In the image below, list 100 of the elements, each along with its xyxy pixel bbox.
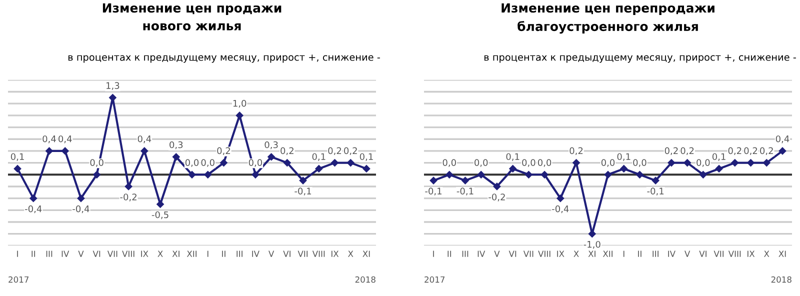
x-tick-label: VI <box>92 250 100 257</box>
x-tick-label: III <box>462 250 468 257</box>
x-tick-label: V <box>78 250 84 257</box>
data-label: 0,4 <box>138 135 152 144</box>
point <box>188 171 196 178</box>
point <box>109 94 116 102</box>
point <box>299 176 307 184</box>
x-tick-label: VIII <box>122 250 134 257</box>
point <box>204 171 212 178</box>
point <box>46 147 53 155</box>
x-tick-label: XII <box>602 250 612 257</box>
data-label: 1,0 <box>233 100 246 108</box>
point <box>604 171 612 178</box>
data-label: 0,2 <box>680 147 694 156</box>
point <box>140 147 148 155</box>
point <box>493 182 501 190</box>
data-label: 0,2 <box>280 147 294 156</box>
x-tick-label: VI <box>283 250 290 257</box>
point <box>525 171 532 178</box>
point <box>446 171 454 178</box>
x-tick-label: II <box>32 250 36 257</box>
x-tick-label: XI <box>588 250 596 257</box>
x-tick-label: IX <box>331 250 339 257</box>
x-tick-label: V <box>684 250 690 257</box>
chart-subtitle: в процентах к предыдущему месяцу, прирост +, снижение - <box>484 54 796 63</box>
data-label: 0,3 <box>170 141 183 150</box>
data-label: 0,1 <box>360 153 373 161</box>
data-label: 0,1 <box>506 153 520 161</box>
text: 2017 <box>8 276 28 283</box>
x-tick-label: III <box>46 250 52 257</box>
data-label: -0,1 <box>294 188 312 196</box>
data-label: 0,0 <box>633 159 646 167</box>
point <box>778 147 786 155</box>
x-tick-label: VII <box>107 250 118 257</box>
point <box>331 159 338 166</box>
data-label: -1,0 <box>584 240 600 249</box>
x-tick-label: XI <box>172 250 180 257</box>
x-tick-label: VIII <box>312 250 325 257</box>
data-label: 0,4 <box>58 135 72 144</box>
data-label: 0,0 <box>474 159 488 167</box>
x-tick-label: IV <box>62 250 70 257</box>
data-label: -0,1 <box>647 188 664 196</box>
point <box>268 153 275 161</box>
data-label: 0,0 <box>248 159 262 167</box>
x-tick-label: X <box>348 250 354 257</box>
data-label: 0,1 <box>712 153 726 161</box>
x-tick-label: VIII <box>728 250 741 257</box>
point <box>346 159 354 166</box>
point <box>462 176 469 184</box>
point <box>156 200 164 208</box>
data-label: -0,2 <box>488 194 505 202</box>
x-tick-label: I <box>207 250 208 257</box>
data-label: 1,3 <box>106 82 120 90</box>
data-label: 0,0 <box>201 159 214 167</box>
point <box>14 165 22 172</box>
data-label: -0,4 <box>25 205 42 214</box>
data-label: 0,0 <box>522 159 536 167</box>
data-label: 0,2 <box>728 147 742 156</box>
x-tick-label: V <box>268 250 274 257</box>
point <box>700 171 707 178</box>
data-label: 0,4 <box>776 135 790 144</box>
x-tick-label: V <box>494 250 500 257</box>
data-label: -0,4 <box>72 205 90 214</box>
data-label: 0,4 <box>42 135 56 144</box>
x-tick-label: VIII <box>538 250 550 257</box>
point <box>620 165 628 172</box>
data-label: 0,0 <box>185 159 199 167</box>
x-tick-label: VII <box>714 250 724 257</box>
point <box>315 165 323 172</box>
point <box>93 171 100 178</box>
point <box>684 159 691 166</box>
text: 2018 <box>355 276 376 283</box>
data-label: 0,1 <box>617 153 630 161</box>
point <box>540 171 548 178</box>
x-tick-label: IX <box>141 250 148 257</box>
x-tick-label: VI <box>699 250 706 257</box>
x-tick-label: II <box>448 250 452 257</box>
point <box>747 159 754 166</box>
point <box>124 182 132 190</box>
x-tick-label: X <box>574 250 579 257</box>
point <box>477 171 485 178</box>
point <box>762 159 770 166</box>
x-tick-label: III <box>236 250 242 257</box>
x-tick-label: VII <box>298 250 308 257</box>
data-label: 0,0 <box>601 159 615 167</box>
point <box>172 153 180 161</box>
chart-title: Изменение цен продажи нового жилья <box>102 3 282 30</box>
data-label: 0,0 <box>696 159 710 167</box>
data-label: 0,2 <box>570 147 583 156</box>
x-tick-label: IX <box>557 250 564 257</box>
x-tick-label: XI <box>362 250 370 257</box>
point <box>30 194 38 202</box>
point <box>362 165 370 172</box>
x-tick-label: IV <box>252 250 260 257</box>
data-label: -0,1 <box>425 188 442 196</box>
point <box>77 194 85 202</box>
point <box>430 176 438 184</box>
data-label: -0,4 <box>552 205 569 214</box>
point <box>252 171 260 178</box>
data-label: 0,2 <box>344 147 357 156</box>
